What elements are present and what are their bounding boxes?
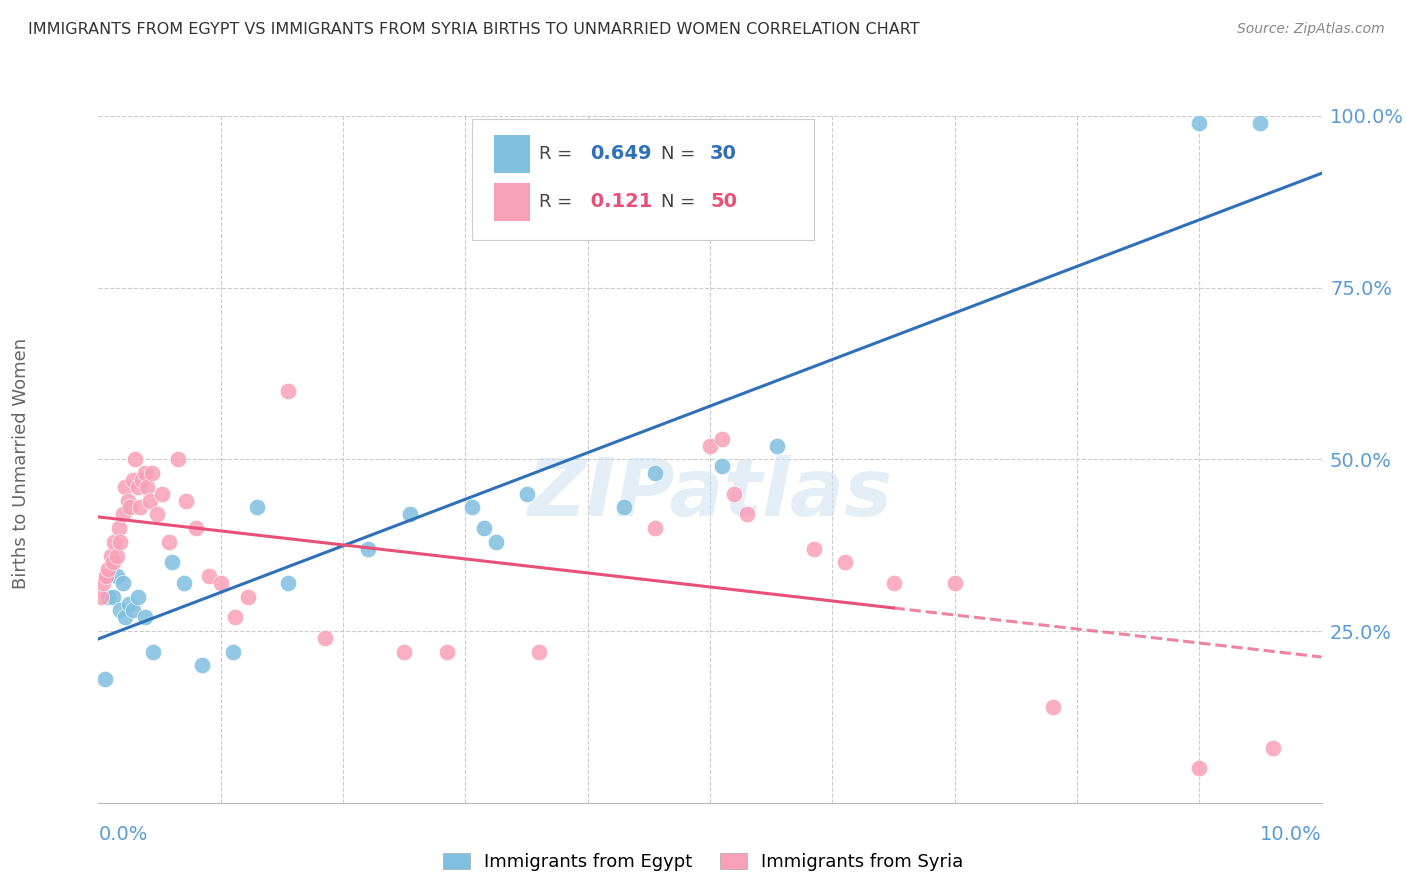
Text: IMMIGRANTS FROM EGYPT VS IMMIGRANTS FROM SYRIA BIRTHS TO UNMARRIED WOMEN CORRELA: IMMIGRANTS FROM EGYPT VS IMMIGRANTS FROM… bbox=[28, 22, 920, 37]
Point bbox=[139, 493, 162, 508]
Point bbox=[224, 610, 246, 624]
Point bbox=[613, 500, 636, 515]
Point bbox=[191, 658, 214, 673]
Point bbox=[105, 569, 128, 583]
Point bbox=[766, 439, 789, 453]
Point bbox=[131, 473, 153, 487]
Point bbox=[1261, 740, 1284, 755]
Point bbox=[460, 500, 482, 515]
Point bbox=[644, 466, 666, 480]
Point bbox=[124, 452, 146, 467]
Point bbox=[735, 508, 758, 522]
Point bbox=[356, 541, 378, 556]
Point bbox=[127, 590, 149, 604]
Point bbox=[472, 521, 495, 535]
Point bbox=[834, 555, 856, 570]
Text: 0.121: 0.121 bbox=[583, 193, 652, 211]
Text: N =: N = bbox=[661, 145, 702, 162]
Point bbox=[97, 590, 120, 604]
Point bbox=[97, 562, 120, 576]
Point bbox=[399, 508, 422, 522]
Point bbox=[142, 645, 165, 659]
Point bbox=[117, 493, 139, 508]
Point bbox=[246, 500, 269, 515]
Point bbox=[197, 569, 219, 583]
Point bbox=[127, 480, 149, 494]
Point bbox=[1188, 761, 1211, 775]
Point bbox=[485, 534, 508, 549]
Point bbox=[236, 590, 259, 604]
Point bbox=[527, 645, 550, 659]
FancyBboxPatch shape bbox=[494, 183, 530, 221]
Point bbox=[723, 487, 745, 501]
Point bbox=[101, 590, 124, 604]
Point bbox=[277, 384, 299, 398]
Point bbox=[103, 534, 125, 549]
Point bbox=[150, 487, 173, 501]
Point bbox=[105, 549, 128, 563]
Point bbox=[108, 521, 131, 535]
Point bbox=[118, 597, 141, 611]
Point bbox=[94, 569, 117, 583]
Text: R =: R = bbox=[538, 145, 578, 162]
Point bbox=[277, 576, 299, 591]
Point bbox=[222, 645, 245, 659]
Point bbox=[209, 576, 232, 591]
Point bbox=[91, 576, 114, 591]
Point bbox=[173, 576, 195, 591]
Text: 0.649: 0.649 bbox=[591, 145, 651, 163]
Text: 0.0%: 0.0% bbox=[98, 825, 148, 844]
Point bbox=[392, 645, 416, 659]
FancyBboxPatch shape bbox=[471, 120, 814, 240]
Point bbox=[516, 487, 538, 501]
Point bbox=[114, 480, 136, 494]
Point bbox=[93, 672, 115, 686]
Point bbox=[101, 555, 124, 570]
Point bbox=[176, 493, 198, 508]
Point bbox=[136, 480, 159, 494]
Point bbox=[943, 576, 966, 591]
Point bbox=[120, 500, 142, 515]
Point bbox=[314, 631, 336, 645]
FancyBboxPatch shape bbox=[494, 136, 530, 173]
Text: R =: R = bbox=[538, 193, 578, 211]
Text: ZIPatlas: ZIPatlas bbox=[527, 455, 893, 533]
Point bbox=[114, 610, 136, 624]
Point bbox=[146, 508, 169, 522]
Point bbox=[167, 452, 190, 467]
Point bbox=[134, 466, 156, 480]
Point bbox=[90, 590, 112, 604]
Point bbox=[186, 521, 208, 535]
Point bbox=[160, 555, 183, 570]
Point bbox=[141, 466, 163, 480]
Point bbox=[121, 473, 143, 487]
Text: N =: N = bbox=[661, 193, 702, 211]
Point bbox=[157, 534, 180, 549]
Point bbox=[111, 508, 134, 522]
Text: 10.0%: 10.0% bbox=[1260, 825, 1322, 844]
Text: 30: 30 bbox=[710, 145, 737, 163]
Point bbox=[110, 603, 132, 617]
Text: Source: ZipAtlas.com: Source: ZipAtlas.com bbox=[1237, 22, 1385, 37]
Point bbox=[100, 549, 122, 563]
Point bbox=[1042, 699, 1064, 714]
Point bbox=[1250, 116, 1272, 130]
Point bbox=[129, 500, 152, 515]
Point bbox=[110, 534, 132, 549]
Point bbox=[803, 541, 825, 556]
Legend: Immigrants from Egypt, Immigrants from Syria: Immigrants from Egypt, Immigrants from S… bbox=[436, 846, 970, 879]
Point bbox=[134, 610, 156, 624]
Point bbox=[883, 576, 905, 591]
Point bbox=[644, 521, 666, 535]
Point bbox=[711, 459, 734, 474]
Text: Births to Unmarried Women: Births to Unmarried Women bbox=[13, 338, 30, 590]
Point bbox=[436, 645, 458, 659]
Text: 50: 50 bbox=[710, 193, 737, 211]
Point bbox=[699, 439, 721, 453]
Point bbox=[121, 603, 143, 617]
Point bbox=[1188, 116, 1211, 130]
Point bbox=[111, 576, 134, 591]
Point bbox=[711, 432, 734, 446]
